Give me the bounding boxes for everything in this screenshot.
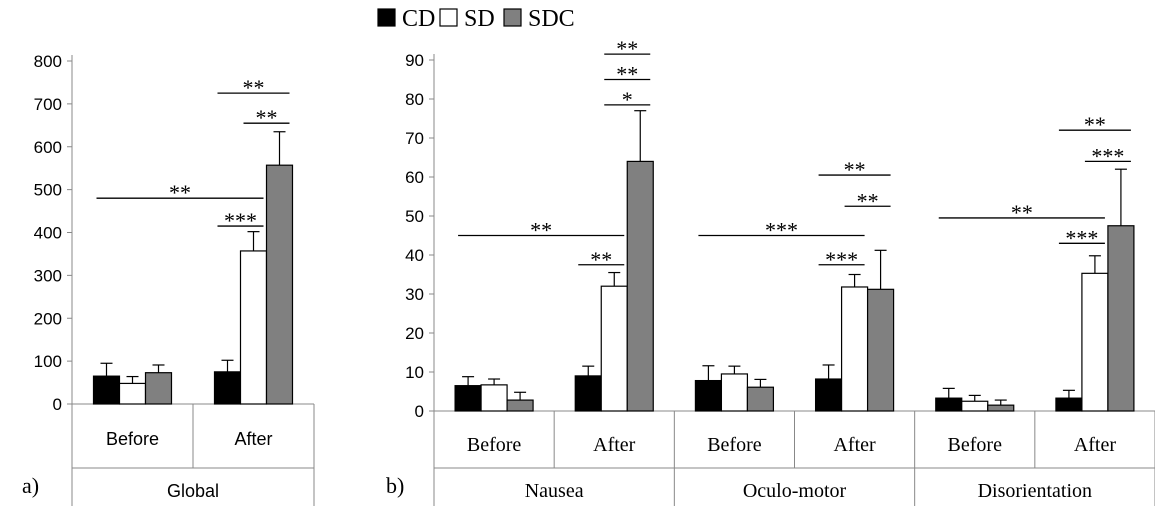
bar-sdc [866,288,895,412]
category-label: Before [106,429,159,449]
panel-label: a) [22,473,39,498]
y-tick-label: 70 [405,129,424,148]
bar-cd [574,375,602,412]
category-label: After [593,434,636,456]
bar-sd [1081,272,1109,412]
bar-sdc [746,386,775,412]
group-label-nausea: Nausea [525,480,584,502]
bar-cd [694,379,723,412]
group-label-oculo-motor: Oculo-motor [743,480,847,502]
bar-sd [600,285,628,412]
legend-label-sdc: SDC [528,6,575,32]
bar-sdc [626,160,654,412]
group-label-disorientation: Disorientation [978,480,1092,502]
bar-sd [720,373,749,412]
legend-swatch-sd [439,8,458,27]
bar-sd [118,382,147,405]
significance-stars: ** [256,105,278,130]
bar-sdc [1107,225,1135,412]
significance-stars: ** [243,75,265,100]
y-tick-label: 20 [405,324,424,343]
significance-stars: *** [224,208,257,233]
bar-cd [454,385,482,412]
bar-sd [480,384,508,412]
y-tick-label: 50 [405,207,424,226]
bar-sdc [987,404,1015,412]
significance-stars: ** [590,247,612,272]
legend: CD SD SDC [377,6,575,32]
category-label: After [833,434,876,456]
significance-stars: *** [1065,225,1098,250]
y-tick-label: 40 [405,246,424,265]
significance-stars: *** [765,218,798,243]
group-label-global: Global [167,481,219,501]
panel-a-chart: 0 100 200 300 400 500 600 700 800 Before After Glob… [22,52,315,506]
significance-stars: ** [169,180,191,205]
panel-b-chart: 0 10 20 30 40 50 60 70 80 90 Before After Before Afte… [386,36,1155,506]
y-tick-label: 0 [415,402,424,421]
y-tick-label: 60 [405,168,424,187]
y-tick-label: 200 [34,309,62,328]
category-label: Before [707,434,762,456]
significance-stars: ** [1084,112,1106,137]
legend-swatch-cd [377,8,396,27]
y-tick-label: 30 [405,285,424,304]
y-tick-label: 300 [34,266,62,285]
significance-stars: ** [616,36,638,61]
panel-label: b) [386,473,404,498]
category-label: Before [467,434,522,456]
legend-label-cd: CD [402,6,435,32]
category-label: After [234,429,272,449]
y-tick-label: 80 [405,90,424,109]
significance-stars: * [622,87,633,112]
legend-swatch-sdc [503,8,522,27]
y-tick-label: 90 [405,51,424,70]
legend-label-sd: SD [464,6,495,32]
bar-cd [935,397,963,412]
significance-stars: ** [616,62,638,87]
y-tick-label: 100 [34,352,62,371]
y-tick-label: 800 [34,52,62,71]
bar-cd [1055,397,1083,412]
significance-stars: ** [1011,200,1033,225]
bar-cd [213,371,242,405]
y-tick-label: 500 [34,181,62,200]
bar-sd [239,250,268,405]
significance-stars: ** [857,188,879,213]
category-label: Before [948,434,1003,456]
category-label: After [1074,434,1117,456]
significance-stars: *** [825,247,858,272]
significance-stars: *** [1091,143,1124,168]
y-tick-label: 400 [34,224,62,243]
bar-cd [92,375,121,405]
significance-stars: ** [530,218,552,243]
significance-stars: ** [844,157,866,182]
bar-sdc [265,164,294,405]
y-tick-label: 600 [34,138,62,157]
bar-sdc [506,399,534,412]
y-tick-label: 0 [53,395,62,414]
bar-sdc [144,372,173,405]
y-tick-label: 700 [34,95,62,114]
y-tick-label: 10 [405,363,424,382]
bar-cd [814,378,843,412]
bar-sd [840,286,869,412]
bar-sd [961,400,989,412]
